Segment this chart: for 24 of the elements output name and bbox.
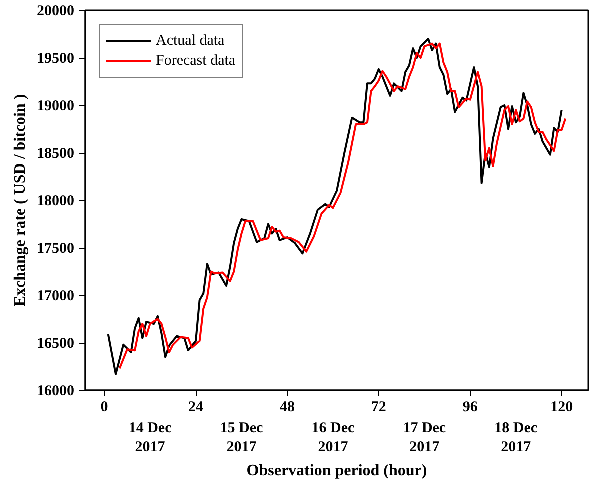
x-tick-label: 48 — [280, 400, 295, 416]
x-tick-label: 0 — [100, 400, 108, 416]
y-tick-label: 20000 — [37, 4, 74, 20]
x-tick-label: 120 — [550, 400, 574, 416]
x-tick-label: 72 — [371, 400, 386, 416]
text: 18 Dec 2017 — [494, 420, 538, 456]
y-axis-title: Exchange rate ( USD / bitcoin ) — [12, 94, 29, 307]
text: 14 Dec 2017 — [128, 420, 172, 456]
legend-label: Actual data — [156, 32, 225, 50]
y-tick-label: 16500 — [37, 336, 74, 352]
x-tick-label: 24 — [188, 400, 204, 416]
x-tick-label: 96 — [462, 400, 478, 416]
x-axis-title: Observation period (hour) — [246, 462, 428, 480]
y-tick-label: 18500 — [37, 146, 74, 162]
y-tick-label: 17500 — [37, 241, 74, 257]
text: 15 Dec 2017 — [220, 420, 264, 456]
y-tick-label: 19000 — [37, 98, 74, 114]
y-tick-label: 16000 — [37, 384, 74, 400]
text: 16 Dec 2017 — [312, 420, 355, 456]
y-tick-label: 17000 — [37, 288, 74, 304]
legend-label: Forecast data — [156, 52, 236, 70]
y-tick-label: 18000 — [37, 194, 74, 210]
y-tick-label: 19500 — [37, 51, 74, 67]
text: 17 Dec 2017 — [403, 420, 446, 456]
